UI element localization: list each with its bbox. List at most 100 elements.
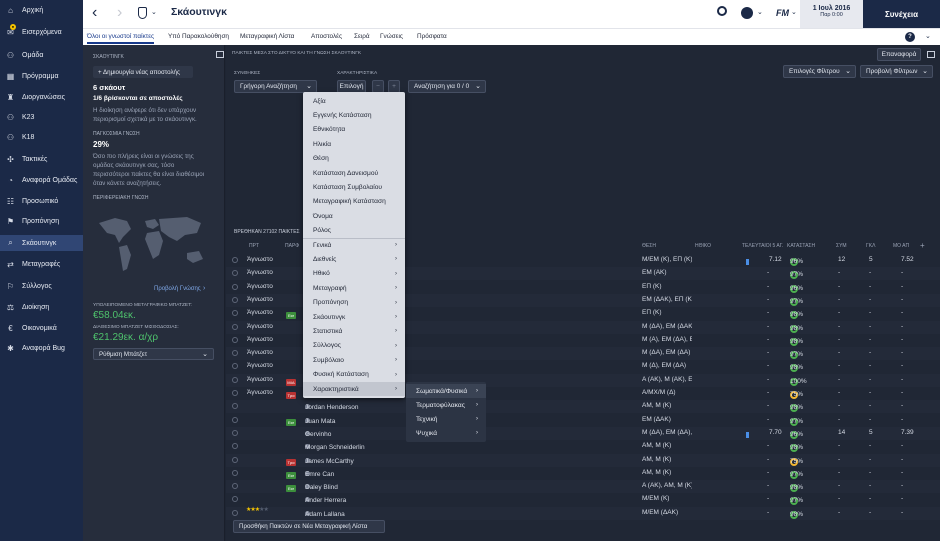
- sidebar-item-3[interactable]: ⚇ Ομάδα: [0, 47, 83, 63]
- col-header-inf[interactable]: ΠΑΡΦ: [285, 243, 300, 249]
- menu-group-4[interactable]: Μεταγραφή ›: [303, 281, 405, 295]
- menu-item-4[interactable]: Ηλικία: [313, 140, 332, 148]
- menu-group-3[interactable]: Ηθικό ›: [303, 267, 405, 281]
- col-header-condition[interactable]: ΚΑΤΑΣΤΑΣΗ: [787, 243, 816, 249]
- sidebar-item-4[interactable]: ▦ Πρόγραμμα: [0, 68, 83, 84]
- club-menu-chevron-icon[interactable]: ⌄: [151, 9, 157, 16]
- row-checkbox[interactable]: [232, 509, 238, 516]
- sidebar-item-7[interactable]: ⚇ Κ18: [0, 129, 83, 145]
- globe-chevron-icon[interactable]: ⌄: [757, 9, 763, 16]
- sidebar-item-11[interactable]: ⚑ Προπόνηση: [0, 213, 83, 229]
- menu-item-6[interactable]: Κατάσταση Δανεισμού: [313, 169, 379, 177]
- player-name[interactable]: Άγνωστο: [247, 295, 273, 303]
- sidebar-item-8[interactable]: ✣ Τακτικές: [0, 151, 83, 167]
- menu-group-9[interactable]: Συμβόλαιο ›: [303, 353, 405, 367]
- filter-options-button[interactable]: Επιλογές Φίλτρου ⌄: [783, 65, 856, 78]
- fm-chevron-icon[interactable]: ⌄: [791, 9, 797, 16]
- row-checkbox[interactable]: [232, 376, 238, 383]
- submenu-item-2[interactable]: Τερματοφύλακας ›: [406, 398, 486, 412]
- player-name[interactable]: Άγνωστο: [247, 335, 273, 343]
- club-crest-icon[interactable]: [138, 7, 147, 19]
- menu-item-2[interactable]: Εγγενής Κατάσταση: [313, 111, 372, 119]
- row-checkbox[interactable]: [232, 350, 238, 357]
- tab-1[interactable]: Όλοι οι γνωστοί παίκτες: [87, 33, 155, 44]
- world-map[interactable]: [93, 209, 213, 279]
- player-name[interactable]: Άγνωστο: [247, 322, 273, 330]
- col-header-goals[interactable]: ΓΚΛ: [866, 243, 876, 249]
- menu-item-8[interactable]: Μεταγραφική Κατάσταση: [313, 198, 386, 206]
- filter-view-button[interactable]: Προβολή Φίλτρων ⌄: [860, 65, 933, 78]
- tab-4[interactable]: Αποστολές: [311, 33, 343, 40]
- row-checkbox[interactable]: [232, 429, 238, 436]
- player-name[interactable]: Άγνωστο: [247, 349, 273, 357]
- row-checkbox[interactable]: [232, 283, 238, 290]
- forward-icon[interactable]: ›: [117, 4, 123, 21]
- view-knowledge-chevron-icon[interactable]: ›: [203, 285, 206, 292]
- budget-adjust-button[interactable]: Ρύθμιση Μπάτζετ ⌄: [93, 348, 214, 360]
- tab-5[interactable]: Σειρά: [354, 33, 370, 40]
- col-header-position[interactable]: ΘΕΣΗ: [642, 243, 656, 249]
- sidebar-item-15[interactable]: ⚖ Διοίκηση: [0, 299, 83, 315]
- sidebar-item-5[interactable]: ♜ Διοργανώσεις: [0, 89, 83, 105]
- tab-2[interactable]: Υπό Παρακολούθηση: [168, 33, 229, 40]
- continue-button[interactable]: Συνέχεια: [863, 0, 940, 28]
- player-name[interactable]: Άγνωστο: [247, 362, 273, 370]
- menu-group-2[interactable]: Διεθνείς ›: [303, 252, 405, 266]
- menu-group-6[interactable]: Σκάουτινγκ ›: [303, 310, 405, 324]
- row-checkbox[interactable]: [232, 469, 238, 476]
- add-to-list-button[interactable]: Προσθήκη Παικτών σε Νέα Μεταγραφική Λίστ…: [233, 520, 385, 533]
- row-checkbox[interactable]: [232, 496, 238, 503]
- player-name[interactable]: Άγνωστο: [247, 389, 273, 396]
- player-name[interactable]: Άγνωστο: [247, 269, 273, 277]
- player-name[interactable]: Άγνωστο: [247, 256, 273, 263]
- row-checkbox[interactable]: [232, 336, 238, 343]
- sidebar-item-16[interactable]: € Οικονομικά: [0, 320, 83, 336]
- row-checkbox[interactable]: [232, 456, 238, 463]
- search-icon[interactable]: [717, 6, 727, 16]
- tab-7[interactable]: Πρόσφατα: [417, 33, 447, 40]
- sidebar-item-10[interactable]: ☷ Προσωπικό: [0, 193, 83, 209]
- help-icon[interactable]: ?: [905, 32, 915, 42]
- layout-icon[interactable]: [927, 51, 935, 58]
- menu-item-1[interactable]: Αξία: [313, 97, 326, 105]
- submenu-item-4[interactable]: Ψυχικά ›: [406, 426, 486, 440]
- row-checkbox[interactable]: [232, 416, 238, 423]
- sidebar-item-12[interactable]: ⌕ Σκάουτινγκ: [0, 235, 83, 251]
- sidebar-item-13[interactable]: ⇄ Μεταγραφές: [0, 256, 83, 272]
- row-checkbox[interactable]: [232, 296, 238, 303]
- reset-button[interactable]: Επαναφορά: [877, 48, 921, 61]
- globe-icon[interactable]: [741, 7, 753, 19]
- menu-group-7[interactable]: Στατιστικά ›: [303, 324, 405, 338]
- menu-item-5[interactable]: Θέση: [313, 155, 329, 163]
- search-for-select[interactable]: Αναζήτηση για 0 / 0 ⌄: [408, 80, 486, 93]
- new-assignment-button[interactable]: + Δημιουργία νέας αποστολής: [93, 66, 193, 78]
- row-checkbox[interactable]: [232, 323, 238, 330]
- sidebar-item-14[interactable]: ⚐ Σύλλογος: [0, 278, 83, 294]
- col-header-rating[interactable]: ΠΡΤ: [249, 243, 259, 249]
- row-checkbox[interactable]: [232, 403, 238, 410]
- row-checkbox[interactable]: [232, 483, 238, 490]
- view-knowledge-link[interactable]: Προβολή Γνώσης: [154, 286, 201, 292]
- col-header-last5[interactable]: ΤΕΛΕΥΤΑΙΟΙ 5 ΑΓ.: [742, 243, 784, 249]
- row-checkbox[interactable]: [232, 443, 238, 450]
- menu-item-7[interactable]: Κατάσταση Συμβολαίου: [313, 183, 382, 191]
- submenu-item-3[interactable]: Τεχνική ›: [406, 412, 486, 426]
- tabs-more-icon[interactable]: ⌄: [925, 33, 931, 40]
- menu-group-8[interactable]: Σύλλογος ›: [303, 339, 405, 353]
- row-checkbox[interactable]: [232, 390, 238, 396]
- menu-item-9[interactable]: Όνομα: [313, 212, 333, 220]
- back-icon[interactable]: ‹: [92, 4, 98, 21]
